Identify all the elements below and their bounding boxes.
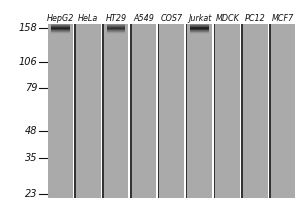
Bar xyxy=(190,27,209,28)
Bar xyxy=(51,25,70,26)
Bar xyxy=(102,24,104,198)
Bar xyxy=(190,24,209,25)
Bar xyxy=(107,33,125,34)
Text: 158: 158 xyxy=(19,23,38,33)
Bar xyxy=(107,23,125,24)
Bar xyxy=(74,24,76,198)
Bar xyxy=(190,23,209,24)
Text: MDCK: MDCK xyxy=(215,14,239,23)
Bar xyxy=(107,24,125,25)
Bar xyxy=(214,24,215,198)
Bar xyxy=(51,31,70,32)
Text: 106: 106 xyxy=(19,57,38,67)
Bar xyxy=(107,27,125,28)
Bar xyxy=(76,24,101,198)
Text: MCF7: MCF7 xyxy=(272,14,294,23)
Bar xyxy=(190,26,209,27)
Bar xyxy=(51,24,70,25)
Text: 23: 23 xyxy=(25,189,38,199)
Bar xyxy=(107,31,125,32)
Bar xyxy=(107,29,125,30)
Bar xyxy=(107,30,125,31)
Bar xyxy=(243,24,268,198)
Text: A549: A549 xyxy=(134,14,154,23)
Bar xyxy=(190,30,209,31)
Bar xyxy=(190,31,209,32)
Bar xyxy=(51,23,70,24)
Bar xyxy=(107,32,125,33)
Text: 48: 48 xyxy=(25,126,38,136)
Bar xyxy=(241,24,243,198)
Bar xyxy=(51,27,70,28)
Text: PC12: PC12 xyxy=(245,14,266,23)
Bar xyxy=(51,28,70,29)
Bar xyxy=(190,28,209,29)
Bar xyxy=(51,26,70,27)
Text: Jurkat: Jurkat xyxy=(188,14,211,23)
Bar xyxy=(48,24,73,198)
Bar xyxy=(159,24,184,198)
Bar xyxy=(51,32,70,33)
Bar xyxy=(51,30,70,31)
Text: 35: 35 xyxy=(25,153,38,163)
Bar xyxy=(130,24,131,198)
Text: 79: 79 xyxy=(25,83,38,93)
Text: COS7: COS7 xyxy=(161,14,183,23)
Bar xyxy=(271,24,296,198)
Bar xyxy=(51,33,70,34)
Text: HeLa: HeLa xyxy=(78,14,98,23)
Text: HepG2: HepG2 xyxy=(47,14,74,23)
Bar xyxy=(187,24,212,198)
Bar xyxy=(107,26,125,27)
Text: HT29: HT29 xyxy=(106,14,127,23)
Bar xyxy=(215,24,240,198)
Bar xyxy=(107,25,125,26)
Bar xyxy=(51,29,70,30)
Bar xyxy=(186,24,187,198)
Bar xyxy=(107,28,125,29)
Bar xyxy=(104,24,128,198)
Bar xyxy=(131,24,156,198)
Bar xyxy=(269,24,271,198)
Bar xyxy=(190,29,209,30)
Bar xyxy=(158,24,159,198)
Bar xyxy=(190,25,209,26)
Bar xyxy=(190,32,209,33)
Bar xyxy=(190,33,209,34)
